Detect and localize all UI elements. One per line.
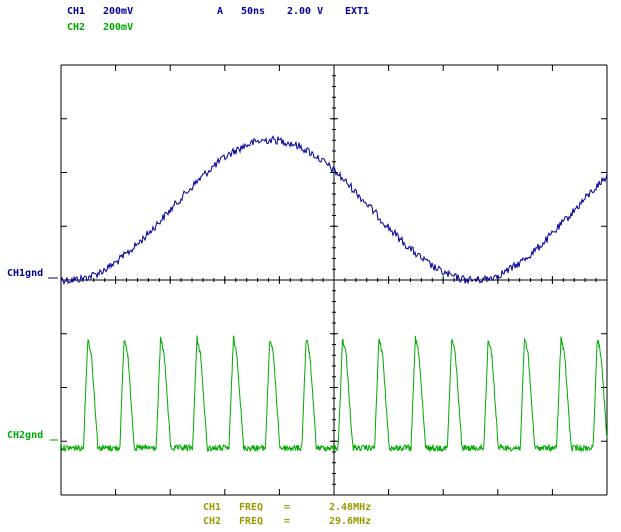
ch2-scale: 200mV bbox=[103, 22, 134, 33]
ch1-label: CH1 bbox=[67, 6, 86, 17]
graticule bbox=[60, 64, 608, 496]
trigger-level: 2.00 V bbox=[287, 6, 324, 17]
measure-ch1-channel: CH1 bbox=[203, 502, 222, 513]
ch1-ground-marker: CH1gnd bbox=[7, 268, 43, 279]
measure-ch2-channel: CH2 bbox=[203, 516, 222, 527]
measure-ch2-eq: = bbox=[284, 516, 291, 527]
ch2-label: CH2 bbox=[67, 22, 86, 33]
measure-ch1-eq: = bbox=[284, 502, 291, 513]
trigger-source: EXT1 bbox=[345, 6, 370, 17]
ch1-scale: 200mV bbox=[103, 6, 134, 17]
measure-ch2-value: 29.6MHz bbox=[329, 516, 372, 527]
ch2-waveform bbox=[60, 335, 608, 453]
measure-ch1-value: 2.48MHz bbox=[329, 502, 372, 513]
ch1-waveform bbox=[60, 135, 608, 286]
timebase: 50ns bbox=[241, 6, 266, 17]
measure-ch2-param: FREQ bbox=[239, 516, 264, 527]
acquisition-mode: A bbox=[217, 6, 224, 17]
measure-ch1-param: FREQ bbox=[239, 502, 264, 513]
ch2-ground-marker: CH2gnd bbox=[7, 430, 43, 441]
